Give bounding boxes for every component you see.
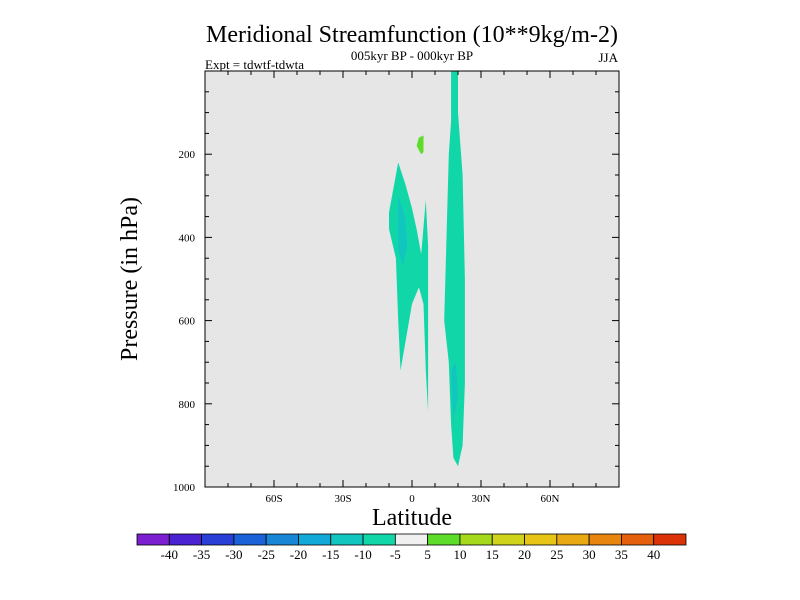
colorbar-swatch <box>556 533 590 546</box>
colorbar-label: -20 <box>290 547 307 562</box>
colorbar-label: 5 <box>424 547 431 562</box>
colorbar-swatch <box>265 533 299 546</box>
contour-nh-tropical-core <box>451 362 458 421</box>
colorbar-swatch <box>621 533 655 546</box>
x-axis-label: Latitude <box>372 505 452 531</box>
colorbar-swatch <box>298 533 332 546</box>
contour-upper-positive-spot <box>416 135 424 155</box>
colorbar: -40 -35 -30 -25 -20 -15 -10 -5 5 10 15 20 25 30 35 40 <box>136 533 687 562</box>
colorbar-swatch <box>491 533 525 546</box>
colorbar-label: -10 <box>354 547 371 562</box>
colorbar-label: 20 <box>518 547 531 562</box>
season-label: JJA <box>598 50 618 65</box>
colorbar-swatch <box>362 533 396 546</box>
colorbar-swatch <box>136 533 170 546</box>
colorbar-label: -30 <box>225 547 242 562</box>
colorbar-swatch <box>330 533 364 546</box>
contour-nh-tropical-negative-band <box>444 71 465 467</box>
y-tick-label: 1000 <box>173 482 196 494</box>
chart-title: Meridional Streamfunction (10**9kg/m-2) <box>206 22 618 48</box>
y-tick-label: 800 <box>179 399 196 411</box>
x-tick-label: 30S <box>334 493 351 505</box>
colorbar-label: 15 <box>486 547 499 562</box>
colorbar-swatch <box>524 533 558 546</box>
colorbar-swatch <box>459 533 493 546</box>
chart-subtitle: 005kyr BP - 000kyr BP <box>351 48 473 63</box>
experiment-label: Expt = tdwtf-tdwta <box>205 57 304 72</box>
y-axis: 200 400 600 800 1000 <box>173 91 619 494</box>
colorbar-swatch <box>427 533 461 546</box>
y-tick-label: 600 <box>179 316 196 328</box>
colorbar-swatch <box>233 533 267 546</box>
x-tick-label: 0 <box>409 493 415 505</box>
colorbar-label: 30 <box>583 547 596 562</box>
x-tick-label: 60N <box>541 493 560 505</box>
x-axis: 60S 30S 0 30N 60N <box>204 71 620 505</box>
colorbar-label: -40 <box>161 547 178 562</box>
colorbar-label: -15 <box>322 547 339 562</box>
colorbar-label: 10 <box>453 547 466 562</box>
colorbar-swatch <box>201 533 235 546</box>
contour-sh-tropical-core <box>398 195 408 267</box>
colorbar-label: -25 <box>258 547 275 562</box>
colorbar-label: 35 <box>615 547 628 562</box>
x-tick-label: 60S <box>265 493 282 505</box>
colorbar-label: -5 <box>390 547 401 562</box>
y-tick-label: 200 <box>179 149 196 161</box>
colorbar-swatch <box>168 533 202 546</box>
colorbar-swatch <box>653 533 687 546</box>
x-tick-label: 30N <box>472 493 491 505</box>
colorbar-swatch <box>588 533 622 546</box>
y-tick-label: 400 <box>179 232 196 244</box>
contour-layer <box>389 71 465 467</box>
colorbar-swatch <box>394 533 429 546</box>
colorbar-label: 25 <box>550 547 563 562</box>
colorbar-label: 40 <box>647 547 660 562</box>
colorbar-label: -35 <box>193 547 210 562</box>
y-axis-label: Pressure (in hPa) <box>117 197 143 361</box>
